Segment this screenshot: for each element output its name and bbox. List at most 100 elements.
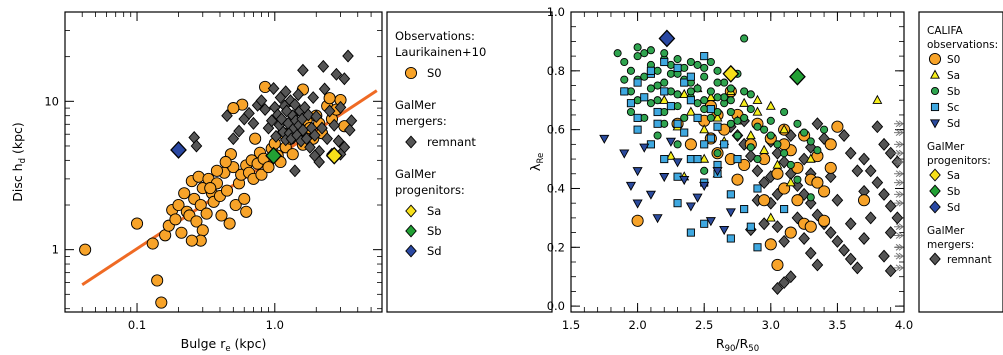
point-Sc bbox=[633, 113, 642, 122]
point-Sb bbox=[780, 107, 789, 117]
point-remnant bbox=[300, 132, 313, 146]
point-Sc bbox=[686, 155, 695, 164]
point-Sc bbox=[633, 125, 642, 134]
offscale-arrow bbox=[894, 149, 904, 157]
legend-header: GalMer bbox=[395, 98, 436, 112]
point-remnant bbox=[227, 132, 240, 146]
point-remnant bbox=[771, 220, 784, 234]
point-Sa bbox=[872, 94, 883, 104]
legend-label: remnant bbox=[947, 254, 992, 266]
point-remnant bbox=[247, 116, 260, 130]
point-Sc bbox=[693, 155, 702, 164]
point-Sd bbox=[699, 181, 710, 191]
point-Sb bbox=[646, 99, 655, 108]
point-progSd bbox=[658, 29, 676, 48]
offscale-arrow bbox=[894, 170, 904, 178]
point-Sd bbox=[645, 190, 656, 200]
legend-label: Sa bbox=[947, 170, 960, 182]
legend-label: Sb bbox=[427, 224, 442, 238]
point-Sb bbox=[613, 49, 622, 58]
point-remnant bbox=[289, 164, 301, 178]
point-Sb bbox=[693, 99, 702, 108]
point-Sb bbox=[720, 78, 729, 87]
offscale-arrow bbox=[894, 243, 904, 251]
y-tick-label: 1.0 bbox=[547, 5, 565, 19]
point-remnant bbox=[307, 91, 320, 105]
point-Sb bbox=[653, 96, 662, 105]
point-Sa bbox=[679, 88, 690, 99]
point-remnant bbox=[831, 193, 844, 207]
plot-frame-1 bbox=[64, 11, 383, 313]
point-remnant bbox=[313, 155, 325, 169]
y-tick-label: 10 bbox=[44, 94, 59, 108]
point-Sb bbox=[706, 113, 715, 122]
point-S0 bbox=[804, 220, 817, 233]
point-S0 bbox=[229, 198, 242, 212]
legend-marker-Sc bbox=[930, 102, 940, 112]
point-Sb bbox=[820, 125, 829, 134]
point-Sd bbox=[672, 158, 683, 168]
point-Sc bbox=[673, 63, 682, 72]
point-Sb bbox=[673, 90, 682, 99]
point-Sc bbox=[686, 96, 695, 105]
point-Sb bbox=[633, 43, 642, 52]
x-label-sub2: 50 bbox=[748, 344, 759, 354]
point-Sb bbox=[640, 113, 649, 122]
point-Sb bbox=[700, 105, 709, 114]
x-tick-label: 1.5 bbox=[562, 318, 580, 332]
y-tick-label: 0.6 bbox=[547, 123, 565, 137]
point-Sd bbox=[685, 202, 696, 212]
point-Sd bbox=[639, 143, 650, 153]
point-remnant bbox=[778, 276, 790, 290]
point-Sd bbox=[659, 173, 670, 183]
point-Sb bbox=[633, 52, 642, 61]
legend-header: mergers: bbox=[395, 114, 447, 128]
offscale-arrow bbox=[894, 179, 904, 186]
point-Sc bbox=[700, 140, 709, 149]
point-Sa bbox=[759, 144, 770, 154]
point-Sa bbox=[665, 150, 676, 160]
point-Sa bbox=[699, 153, 710, 163]
point-remnant bbox=[321, 132, 333, 146]
point-Sc bbox=[673, 199, 682, 208]
point-Sb bbox=[660, 107, 669, 117]
point-remnant bbox=[334, 100, 347, 114]
point-progSa bbox=[325, 146, 343, 165]
point-S0 bbox=[824, 138, 837, 151]
point-S0 bbox=[223, 217, 236, 230]
point-Sc bbox=[753, 243, 762, 252]
point-Sc bbox=[726, 234, 735, 243]
legend-marker-remnant bbox=[929, 252, 941, 266]
point-Sb bbox=[686, 87, 695, 96]
legend-header: mergers: bbox=[927, 239, 974, 251]
x-axis-label: Bulge re (kpc) bbox=[181, 336, 267, 354]
point-progSa bbox=[722, 64, 740, 83]
point-Sb bbox=[686, 57, 695, 67]
point-S0 bbox=[764, 238, 777, 251]
offscale-arrow bbox=[894, 120, 904, 128]
point-S0 bbox=[240, 205, 253, 218]
legend-marker-Sd bbox=[929, 119, 941, 129]
point-Sc bbox=[640, 93, 649, 102]
point-remnant bbox=[778, 155, 790, 169]
point-Sb bbox=[660, 49, 669, 58]
point-S0 bbox=[323, 92, 336, 105]
legend-label: Sc bbox=[947, 102, 960, 114]
point-S0 bbox=[238, 192, 251, 205]
point-remnant bbox=[745, 149, 757, 163]
point-Sc bbox=[686, 72, 695, 81]
point-progSd bbox=[170, 141, 187, 159]
offscale-arrow bbox=[894, 232, 904, 239]
point-remnant bbox=[308, 128, 321, 142]
point-remnant bbox=[255, 94, 268, 108]
legend-marker-progSb bbox=[405, 224, 417, 238]
point-Sc bbox=[666, 102, 675, 111]
axis-ticks-2: 1.5 2.0 2.5 3.0 3.5 4.0 0.0 0.2 0.4 0.6 0.8 1.0 bbox=[547, 5, 913, 332]
point-Sc bbox=[753, 184, 762, 193]
point-remnant bbox=[824, 170, 837, 184]
point-Sb bbox=[673, 102, 682, 111]
point-S0 bbox=[771, 258, 784, 271]
point-Sb bbox=[640, 49, 649, 58]
legend-label: S0 bbox=[947, 54, 960, 66]
